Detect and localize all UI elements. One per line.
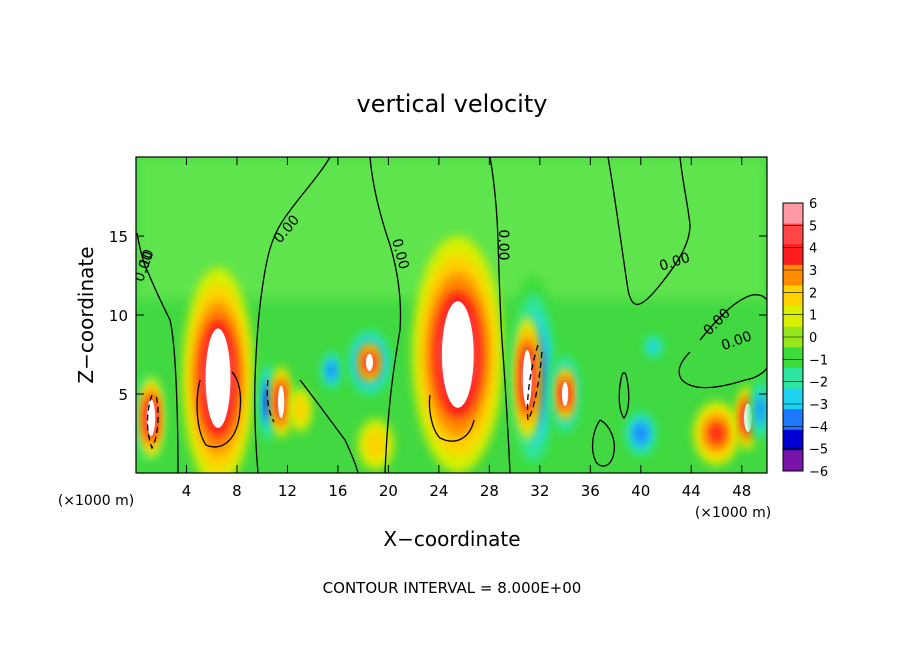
x-tick-label: 12 [278, 482, 297, 500]
contour-label: 0.00 [495, 229, 511, 260]
chart-title: vertical velocity [357, 90, 548, 118]
zero-contour-line [618, 372, 630, 420]
velocity-cell-overflow [205, 328, 231, 428]
zero-contours [136, 157, 767, 473]
colorbar-tick-label: 2 [809, 286, 817, 301]
x-tick-label: 20 [379, 482, 398, 500]
velocity-cell-overflow [744, 403, 753, 432]
plot-area: 0.000.000.00 0.000.000.000.00.10 [135, 157, 767, 473]
zero-contour-line [146, 394, 159, 450]
colorbar-tick-label: −5 [809, 443, 828, 458]
colorbar-swatch [783, 244, 803, 266]
velocity-cell [293, 396, 307, 424]
x-axis-title: X−coordinate [383, 527, 520, 551]
contour-interval-note: CONTOUR INTERVAL = 8.000E+00 [323, 579, 582, 597]
zero-contour-line [136, 232, 179, 473]
x-unit-label-left: (×1000 m) [58, 493, 134, 509]
zero-contour-line [526, 344, 543, 423]
zero-contour-line [678, 351, 767, 389]
colorbar-swatch [783, 223, 803, 245]
colorbar-tick-label: 0 [809, 331, 817, 346]
velocity-cell-overflow [561, 381, 569, 407]
colorbar-swatch [783, 347, 803, 369]
x-tick-label: 36 [581, 482, 600, 500]
x-tick-label: 8 [232, 482, 242, 500]
colorbar-tick-label: 4 [809, 242, 817, 257]
colorbar-tick-label: 5 [809, 219, 817, 234]
x-tick-label: 40 [631, 482, 650, 500]
x-axis: 4 8 12 16 20 24 28 32 36 40 44 48 [182, 157, 751, 500]
velocity-cell [327, 362, 336, 379]
y-tick-label: 15 [109, 228, 128, 246]
colorbar-swatch [783, 429, 803, 451]
colorbar-swatch [783, 285, 803, 307]
contour-label: 0.00 [388, 237, 412, 271]
velocity-cell-overflow [441, 301, 474, 408]
velocity-cell [708, 422, 725, 445]
contour-label: .10 [135, 247, 158, 273]
zero-contour-line [196, 371, 242, 448]
colorbar-tick-label: 1 [809, 309, 817, 324]
zero-contour-line [428, 394, 475, 442]
velocity-cell-overflow [278, 385, 285, 419]
x-tick-label: 48 [732, 482, 751, 500]
colorbar-swatch [783, 203, 803, 225]
velocity-cell [757, 396, 765, 423]
x-tick-label: 24 [429, 482, 448, 500]
colorbar-tick-label: −3 [809, 398, 828, 413]
x-tick-label: 32 [530, 482, 549, 500]
colorbar-swatch [783, 409, 803, 431]
velocity-cell-overflow [365, 353, 374, 371]
zero-contour-line [699, 294, 767, 341]
x-tick-label: 4 [182, 482, 192, 500]
colorbar-tick-label: 3 [809, 264, 817, 279]
zero-contour-line [299, 379, 359, 473]
colorbar-swatch [783, 367, 803, 390]
colorbar-tick-label: −4 [809, 420, 828, 435]
colorbar: 6 5 4 3 2 1 0 −1 −2 −3 −4 −5 −6 [782, 197, 828, 480]
colorbar-tick-label: −6 [809, 465, 828, 480]
velocity-cell [365, 429, 387, 460]
colorbar-swatch [783, 264, 803, 286]
y-tick-label: 10 [109, 307, 128, 325]
colorbar-swatch [783, 450, 803, 472]
colorbar-tick-label: −2 [809, 376, 828, 391]
zero-contour-line [607, 157, 691, 306]
zero-contour-line [254, 157, 331, 473]
velocity-cell [648, 339, 659, 354]
x-unit-label-right: (×1000 m) [695, 505, 771, 521]
colorbar-tick-label: −1 [809, 353, 828, 368]
velocity-cell-overflow [522, 349, 532, 407]
y-axis: 5 10 15 [109, 228, 767, 404]
zero-contour-line [489, 157, 511, 473]
x-tick-label: 28 [480, 482, 499, 500]
colorbar-swatch [783, 388, 803, 410]
y-tick-label: 5 [118, 386, 128, 404]
zero-contour-line [266, 379, 275, 423]
colorbar-tick-label: 6 [809, 197, 817, 212]
velocity-cell-overflow [147, 399, 156, 437]
x-tick-label: 44 [682, 482, 701, 500]
velocity-field [136, 157, 767, 473]
zero-contour-line [369, 157, 402, 473]
y-axis-title: Z−coordinate [74, 246, 98, 383]
zero-contour-line [591, 419, 616, 467]
velocity-cell [634, 424, 648, 443]
colorbar-swatch [783, 306, 803, 328]
x-tick-label: 16 [328, 482, 347, 500]
